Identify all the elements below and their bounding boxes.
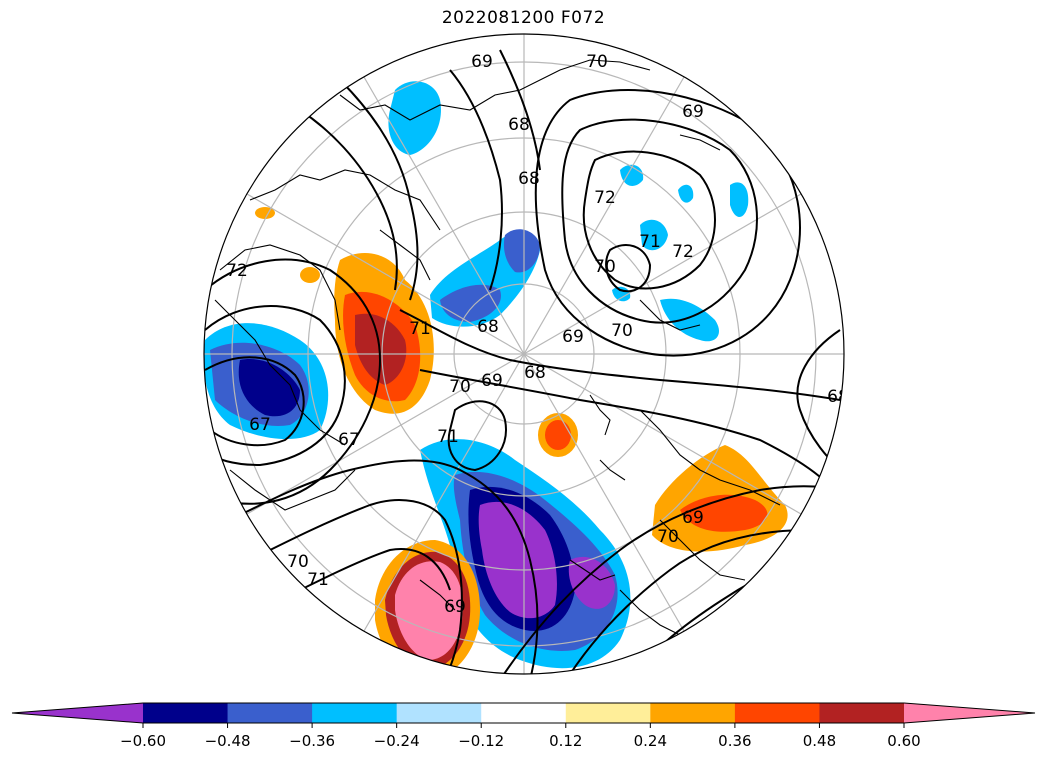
contour-label: 71	[437, 427, 459, 447]
colorbar-swatch	[312, 703, 398, 723]
colorbar-outline	[11, 702, 1036, 724]
colorbar-tick-label: −0.24	[374, 732, 420, 750]
colorbar-swatch	[819, 703, 905, 723]
contour-label: 69	[481, 371, 503, 391]
contour-label: 68	[477, 317, 499, 337]
contour-label: 71	[409, 319, 431, 339]
contour-label: 68	[518, 169, 540, 189]
colorbar-swatch	[143, 703, 229, 723]
graticule	[204, 34, 844, 674]
colorbar-swatch	[565, 703, 651, 723]
contour-labels: 69 70 68 69 68 72 71 72 70 69 70 69 68 6…	[226, 52, 849, 617]
colorbar-tick-label: 0.48	[803, 732, 836, 750]
contour-label: 70	[657, 527, 679, 547]
colorbar-extend-low	[12, 703, 143, 723]
colorbar-swatch	[396, 703, 482, 723]
contour-label: 71	[639, 232, 661, 252]
contour-label: 70	[611, 321, 633, 341]
contour-label: 72	[226, 261, 248, 281]
contour-label: 70	[594, 257, 616, 277]
colorbar-tick-label: −0.12	[458, 732, 504, 750]
map-boundary	[203, 33, 845, 675]
contour-label: 71	[307, 570, 329, 590]
colorbar-extend-high	[904, 703, 1035, 723]
colorbar-tick-label: −0.48	[205, 732, 251, 750]
contour-label: 67	[338, 430, 360, 450]
map-title: 2022081200 F072	[441, 8, 606, 28]
colorbar-tick-label: 0.12	[549, 732, 582, 750]
contour-label: 70	[287, 552, 309, 572]
contour-label: 70	[449, 377, 471, 397]
contour-label: 69	[471, 52, 493, 72]
height-contours	[204, 49, 841, 674]
anomaly-shading	[204, 81, 788, 674]
contour-label: 67	[249, 415, 271, 435]
colorbar-tick-label: −0.60	[120, 732, 166, 750]
contour-label: 68	[508, 115, 530, 135]
colorbar-swatch	[650, 703, 736, 723]
colorbar-tick-label: 0.60	[887, 732, 920, 750]
contour-label: 69	[682, 102, 704, 122]
colorbar-swatch	[481, 703, 567, 723]
contour-label: 72	[594, 188, 616, 208]
contour-label: 68	[524, 363, 546, 383]
contour-label: 69	[562, 327, 584, 347]
colorbar-swatch	[227, 703, 313, 723]
contour-label: 69	[682, 508, 704, 528]
contour-label: 70	[586, 52, 608, 72]
colorbar-ticks: −0.60 −0.48 −0.36 −0.24 −0.12 0.12 0.24 0.36 0.4…	[120, 723, 921, 750]
contour-label: 69	[444, 597, 466, 617]
colorbar-tick-label: 0.36	[718, 732, 751, 750]
polar-map: 69 70 68 69 68 72 71 72 70 69 70 69 68 6…	[203, 33, 849, 675]
contour-label: 72	[672, 242, 694, 262]
colorbar-tick-label: −0.36	[289, 732, 335, 750]
contour-label: 68	[827, 387, 849, 407]
colorbar-swatch	[734, 703, 820, 723]
colorbar-tick-label: 0.24	[634, 732, 667, 750]
colorbar-swatches	[11, 702, 1036, 724]
